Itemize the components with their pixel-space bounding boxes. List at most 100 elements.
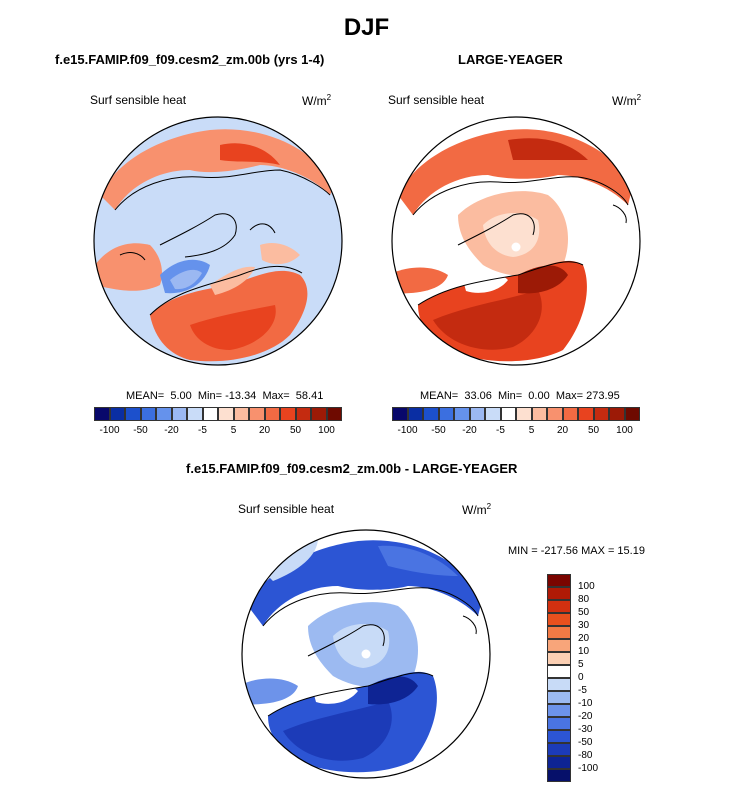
colorbar-tick-label: -100: [99, 425, 120, 436]
colorbar-tick-label: -30: [578, 724, 593, 735]
colorbar-tick-label: -80: [578, 750, 593, 761]
colorbar-swatch: [547, 717, 571, 730]
colorbar-tick-label: -5: [578, 685, 587, 696]
colorbar-swatch: [547, 652, 571, 665]
colorbar-swatch: [547, 639, 571, 652]
panel2-variable-label: Surf sensible heat: [388, 93, 485, 107]
colorbar-swatch: [547, 574, 571, 587]
colorbar-swatch: [547, 691, 571, 704]
colorbar-tick-label: -100: [397, 425, 418, 436]
colorbar-swatch: [547, 704, 571, 717]
colorbar-tick-label: -50: [578, 737, 593, 748]
colorbar-tick-label: 100: [318, 425, 335, 436]
colorbar-swatch: [156, 407, 172, 421]
colorbar-swatch: [264, 407, 280, 421]
panel2-units-label: W/m2: [612, 93, 642, 108]
colorbar-tick-label: -10: [578, 698, 593, 709]
panel1-field-north: [100, 129, 335, 210]
colorbar-swatch: [469, 407, 485, 421]
colorbar-tick-label: -20: [462, 425, 477, 436]
colorbar-swatch: [547, 743, 571, 756]
season-title: DJF: [343, 14, 390, 41]
panel2-colorbar: [392, 407, 640, 421]
colorbar-swatch: [547, 600, 571, 613]
colorbar-tick-label: -20: [578, 711, 593, 722]
colorbar-swatch: [109, 407, 125, 421]
colorbar-tick-label: 30: [578, 620, 590, 631]
colorbar-tick-label: 50: [587, 425, 600, 436]
panel1-colorbar: [94, 407, 342, 421]
panel2-title: LARGE-YEAGER: [458, 52, 563, 67]
panel3-colorbar: [547, 574, 571, 782]
panel1-map-border: [93, 116, 343, 366]
colorbar-swatch: [140, 407, 156, 421]
panel1-title: f.e15.FAMIP.f09_f09.cesm2_zm.00b (yrs 1-…: [55, 52, 325, 67]
colorbar-swatch: [125, 407, 141, 421]
colorbar-swatch: [280, 407, 296, 421]
colorbar-swatch: [500, 407, 516, 421]
colorbar-swatch: [547, 665, 571, 678]
colorbar-tick-label: -5: [198, 425, 207, 436]
colorbar-swatch: [547, 407, 563, 421]
colorbar-swatch: [547, 730, 571, 743]
colorbar-swatch: [311, 407, 327, 421]
colorbar-swatch: [531, 407, 547, 421]
panel1-units-label: W/m2: [302, 93, 332, 108]
colorbar-tick-label: 20: [258, 425, 271, 436]
colorbar-tick-label: -5: [496, 425, 505, 436]
colorbar-swatch: [578, 407, 594, 421]
panel3-title: f.e15.FAMIP.f09_f09.cesm2_zm.00b - LARGE…: [186, 461, 518, 476]
colorbar-swatch: [295, 407, 311, 421]
colorbar-swatch: [249, 407, 265, 421]
colorbar-tick-label: 5: [578, 659, 584, 670]
colorbar-tick-label: -20: [164, 425, 179, 436]
colorbar-swatch: [516, 407, 532, 421]
panel2-polar-map: [391, 116, 641, 366]
colorbar-swatch: [562, 407, 578, 421]
colorbar-swatch: [233, 407, 249, 421]
panel2-stats: MEAN= 33.06 Min= 0.00 Max= 273.95: [420, 390, 620, 402]
colorbar-swatch: [593, 407, 609, 421]
colorbar-swatch: [202, 407, 218, 421]
colorbar-swatch: [326, 407, 342, 421]
colorbar-swatch: [624, 407, 640, 421]
colorbar-tick-label: -100: [578, 763, 599, 774]
colorbar-tick-label: 100: [578, 581, 595, 592]
colorbar-tick-label: 5: [230, 425, 237, 436]
colorbar-swatch: [547, 626, 571, 639]
panel3-minmax: MIN = -217.56 MAX = 15.19: [508, 545, 645, 557]
colorbar-swatch: [423, 407, 439, 421]
colorbar-tick-label: 20: [578, 633, 590, 644]
colorbar-tick-label: 50: [578, 607, 590, 618]
panel3-colorbar-ticks: 100 80 50 30 20 10 5 0 -5 -10 -20 -30 -50 -80 -100: [578, 574, 618, 782]
colorbar-swatch: [392, 407, 408, 421]
colorbar-tick-label: 0: [578, 672, 584, 683]
panel3-map-border: [241, 529, 491, 779]
colorbar-swatch: [94, 407, 110, 421]
colorbar-swatch: [547, 769, 571, 782]
colorbar-tick-label: 100: [616, 425, 633, 436]
colorbar-swatch: [438, 407, 454, 421]
colorbar-swatch: [171, 407, 187, 421]
colorbar-tick-label: 80: [578, 594, 590, 605]
colorbar-swatch: [454, 407, 470, 421]
colorbar-tick-label: 5: [528, 425, 535, 436]
panel2-colorbar-ticks: -100 -50 -20 -5 5 20 50 100: [392, 425, 640, 439]
colorbar-tick-label: 20: [556, 425, 569, 436]
colorbar-tick-label: -50: [431, 425, 446, 436]
colorbar-tick-label: -50: [133, 425, 148, 436]
panel1-variable-label: Surf sensible heat: [90, 93, 187, 107]
colorbar-swatch: [609, 407, 625, 421]
panel1-stats: MEAN= 5.00 Min= -13.34 Max= 58.41: [126, 390, 324, 402]
colorbar-swatch: [547, 587, 571, 600]
panel1-colorbar-ticks: -100 -50 -20 -5 5 20 50 100: [94, 425, 342, 439]
panel2-pole-marker: [511, 242, 521, 252]
colorbar-tick-label: 10: [578, 646, 590, 657]
colorbar-swatch: [485, 407, 501, 421]
panel2-map-border: [391, 116, 641, 366]
panel3-polar-map: [241, 529, 491, 779]
colorbar-swatch: [407, 407, 423, 421]
colorbar-swatch: [547, 756, 571, 769]
panel3-variable-label: Surf sensible heat: [238, 502, 335, 516]
panel3-units-label: W/m2: [462, 502, 492, 517]
